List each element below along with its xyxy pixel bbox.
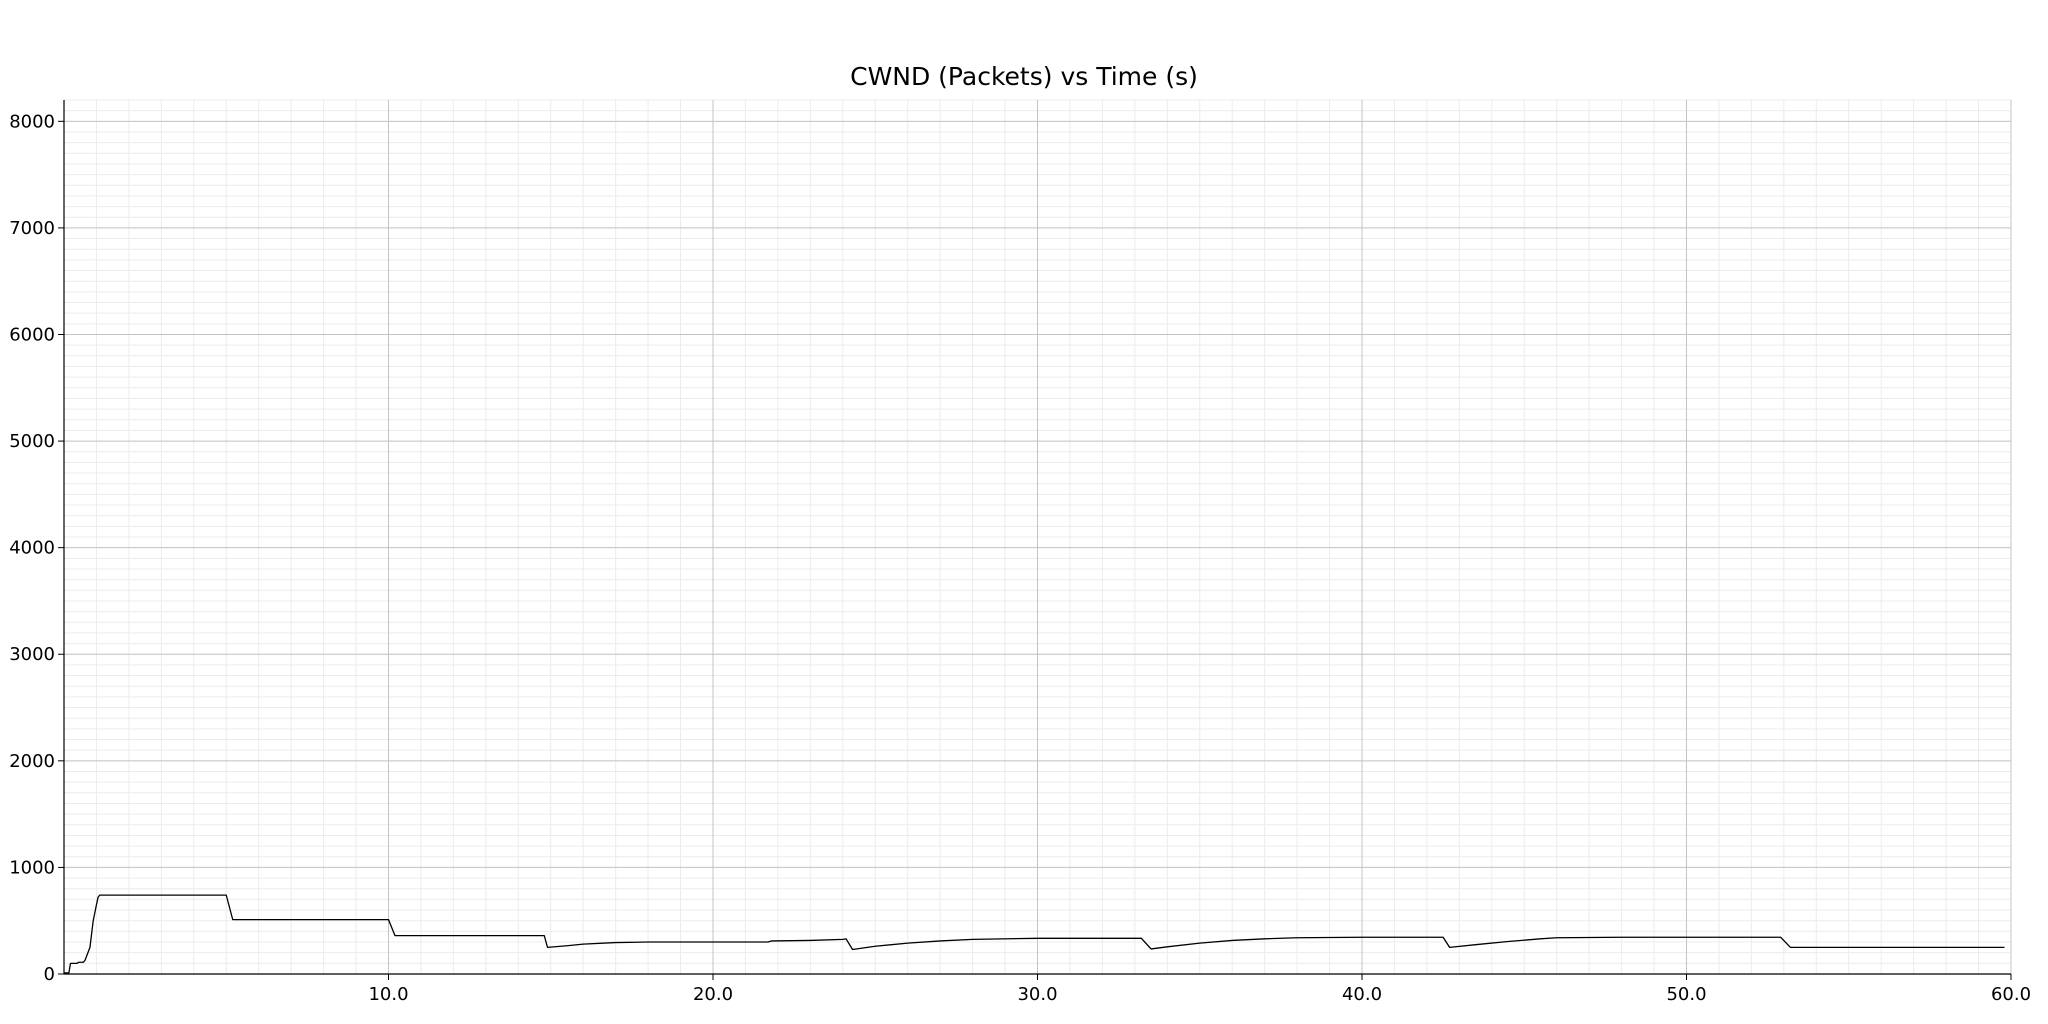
y-tick-label: 6000	[9, 324, 55, 345]
y-tick-label: 8000	[9, 111, 55, 132]
x-tick-label: 50.0	[1666, 984, 1706, 1005]
y-tick-label: 5000	[9, 431, 55, 452]
y-axis-ticks: 0 1000 2000 3000 4000 5000 6000 7000 8000	[9, 111, 64, 985]
x-tick-label: 20.0	[693, 984, 733, 1005]
series-group	[64, 894, 2005, 974]
y-tick-label: 4000	[9, 538, 55, 559]
x-axis-ticks: 10.0 20.0 30.0 40.0 50.0 60.0	[368, 974, 2031, 1005]
y-tick-label: 3000	[9, 644, 55, 665]
x-tick-label: 60.0	[1991, 984, 2031, 1005]
y-tick-label: 0	[44, 964, 55, 985]
y-tick-label: 1000	[9, 857, 55, 878]
chart-title: CWND (Packets) vs Time (s)	[850, 62, 1198, 91]
y-tick-label: 7000	[9, 218, 55, 239]
x-tick-label: 10.0	[368, 984, 408, 1005]
y-tick-label: 2000	[9, 751, 55, 772]
x-tick-label: 30.0	[1017, 984, 1057, 1005]
x-tick-label: 40.0	[1342, 984, 1382, 1005]
series-line	[64, 894, 2005, 974]
